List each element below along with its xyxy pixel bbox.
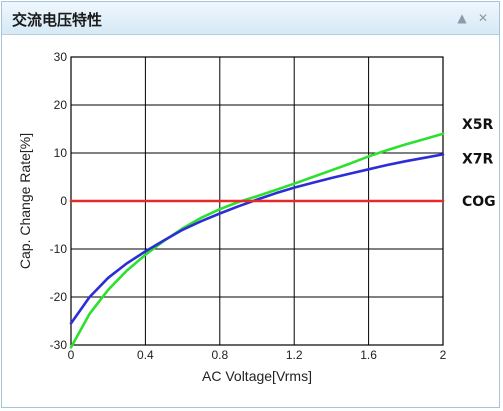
x-tick-label: 1.2 xyxy=(286,348,303,362)
close-icon[interactable]: ✕ xyxy=(477,11,489,25)
x-tick-label: 0.4 xyxy=(137,348,154,362)
series-line-x7r xyxy=(69,153,445,325)
y-axis-title: Cap. Change Rate[%] xyxy=(17,133,33,269)
series-label-x5r: X5R xyxy=(462,117,494,133)
series-label-x7r: X7R xyxy=(462,151,494,167)
panel-title: 交流电压特性 xyxy=(12,11,103,29)
y-tick-label: 30 xyxy=(54,50,68,64)
series-label-cog: COG xyxy=(462,194,496,210)
series-line-x5r xyxy=(69,132,445,349)
x-tick-label: 0.8 xyxy=(211,348,228,362)
y-tick-label: -20 xyxy=(50,290,68,304)
x-tick-label: 2 xyxy=(440,348,447,362)
x-tick-label: 0 xyxy=(68,348,75,362)
y-tick-label: -10 xyxy=(50,242,68,256)
y-tick-label: 20 xyxy=(54,98,68,112)
y-tick-label: 10 xyxy=(54,146,68,160)
triangle-up-icon[interactable]: ▲ xyxy=(457,11,467,25)
x-tick-label: 1.6 xyxy=(360,348,377,362)
y-tick-label: -30 xyxy=(50,338,68,352)
tick-labels: 0 0.4 0.8 1.2 1.6 2 30 20 10 0 -10 -20 -30 xyxy=(50,50,447,362)
y-tick-label: 0 xyxy=(60,194,67,208)
plot-lines xyxy=(69,132,445,349)
panel-header: 交流电压特性 ▲ ✕ xyxy=(2,2,499,35)
series-labels: X5R X7R COG xyxy=(462,117,496,210)
x-axis-title: AC Voltage[Vrms] xyxy=(202,368,312,384)
